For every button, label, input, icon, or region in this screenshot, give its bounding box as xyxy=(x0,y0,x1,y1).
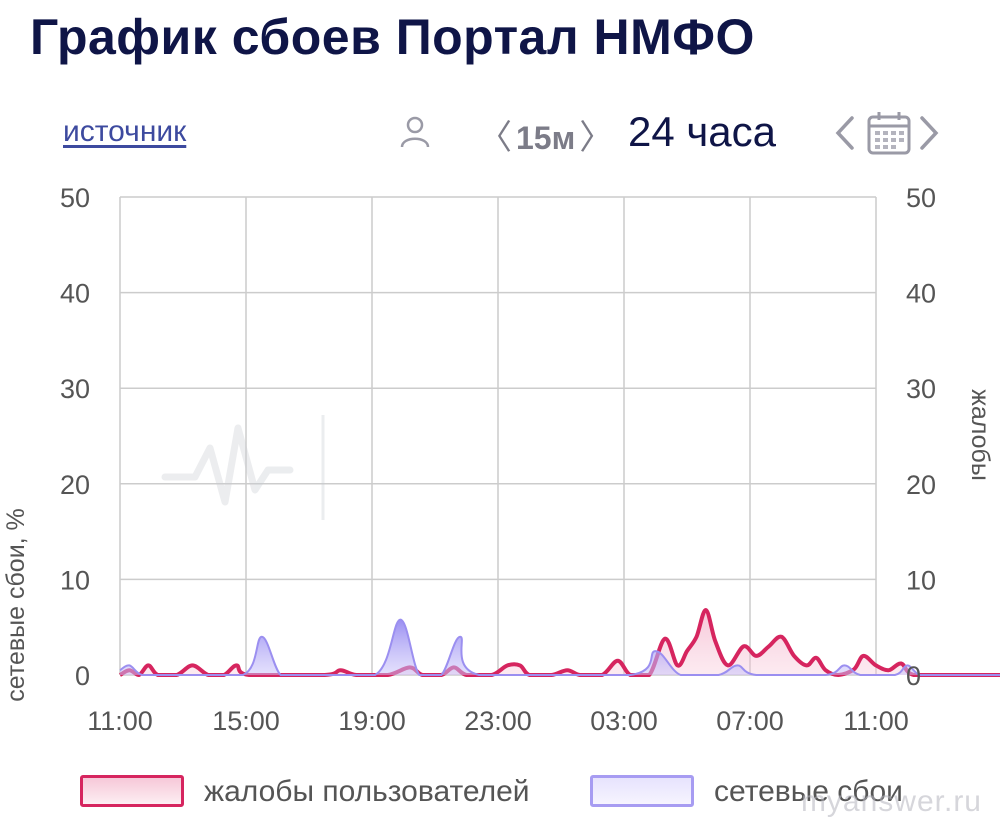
x-tick-label: 15:00 xyxy=(212,706,280,736)
y-tick-right-label: 20 xyxy=(906,470,936,500)
series-line-complaints xyxy=(118,607,1000,677)
chevron-right-icon[interactable]: 〉 xyxy=(579,119,614,157)
x-tick-label: 03:00 xyxy=(590,706,658,736)
y-tick-left-label: 20 xyxy=(60,470,90,500)
legend-label-complaints: жалобы пользователей xyxy=(204,775,530,808)
y-axis-left-label: сетевые сбои, % xyxy=(2,508,30,702)
range-selector[interactable]: 24 часа xyxy=(628,108,776,155)
x-tick-label: 11:00 xyxy=(87,706,153,736)
y-tick-right-label: 30 xyxy=(906,374,936,404)
chevron-right-icon[interactable] xyxy=(916,114,942,152)
x-tick-label: 07:00 xyxy=(716,706,784,736)
y-tick-right-label: 40 xyxy=(906,279,936,309)
y-tick-right-label: 10 xyxy=(906,565,936,595)
y-tick-left-label: 0 xyxy=(75,661,90,691)
y-tick-right-label: 0 xyxy=(906,661,921,691)
chevron-left-icon[interactable] xyxy=(832,114,858,152)
y-tick-left-label: 40 xyxy=(60,279,90,309)
x-tick-label: 11:00 xyxy=(843,706,909,736)
watermark: myanswer.ru xyxy=(800,785,982,818)
source-link[interactable]: источник xyxy=(63,115,187,148)
chart-ticks: 0 0 10 10 20 20 30 30 40 40 50 50 11:00 15:00 19:00 23:… xyxy=(60,183,936,736)
chart-series-layer xyxy=(118,607,1000,677)
chart-legend: жалобы пользователей сетевые сбои xyxy=(0,765,1000,825)
chart-controls: источник 〈 15м 〉 24 часа xyxy=(0,100,1000,170)
interval-selector[interactable]: 〈 15м 〉 xyxy=(478,110,613,159)
interval-value: 15м xyxy=(516,120,576,156)
legend-swatch-network xyxy=(590,775,694,807)
y-tick-left-label: 10 xyxy=(60,565,90,595)
pulse-logo-icon xyxy=(161,415,325,520)
y-tick-right-label: 50 xyxy=(906,183,936,213)
y-tick-left-label: 30 xyxy=(60,374,90,404)
x-tick-label: 19:00 xyxy=(338,706,406,736)
legend-label-network: сетевые сбои xyxy=(714,775,903,808)
calendar-icon[interactable] xyxy=(866,110,912,156)
y-tick-left-label: 50 xyxy=(60,183,90,213)
x-tick-label: 23:00 xyxy=(464,706,532,736)
legend-swatch-complaints xyxy=(80,775,184,807)
series-line-network xyxy=(119,618,1000,677)
chart: 0 0 10 10 20 20 30 30 40 40 50 50 11:00 15:00 19:00 23:… xyxy=(2,183,1000,736)
series-area-complaints xyxy=(120,609,1000,675)
user-icon[interactable] xyxy=(398,114,432,150)
chevron-left-icon[interactable]: 〈 xyxy=(478,119,512,157)
page-title: График сбоев Портал НМФО xyxy=(30,9,755,65)
y-axis-right-label: жалобы xyxy=(966,389,994,481)
